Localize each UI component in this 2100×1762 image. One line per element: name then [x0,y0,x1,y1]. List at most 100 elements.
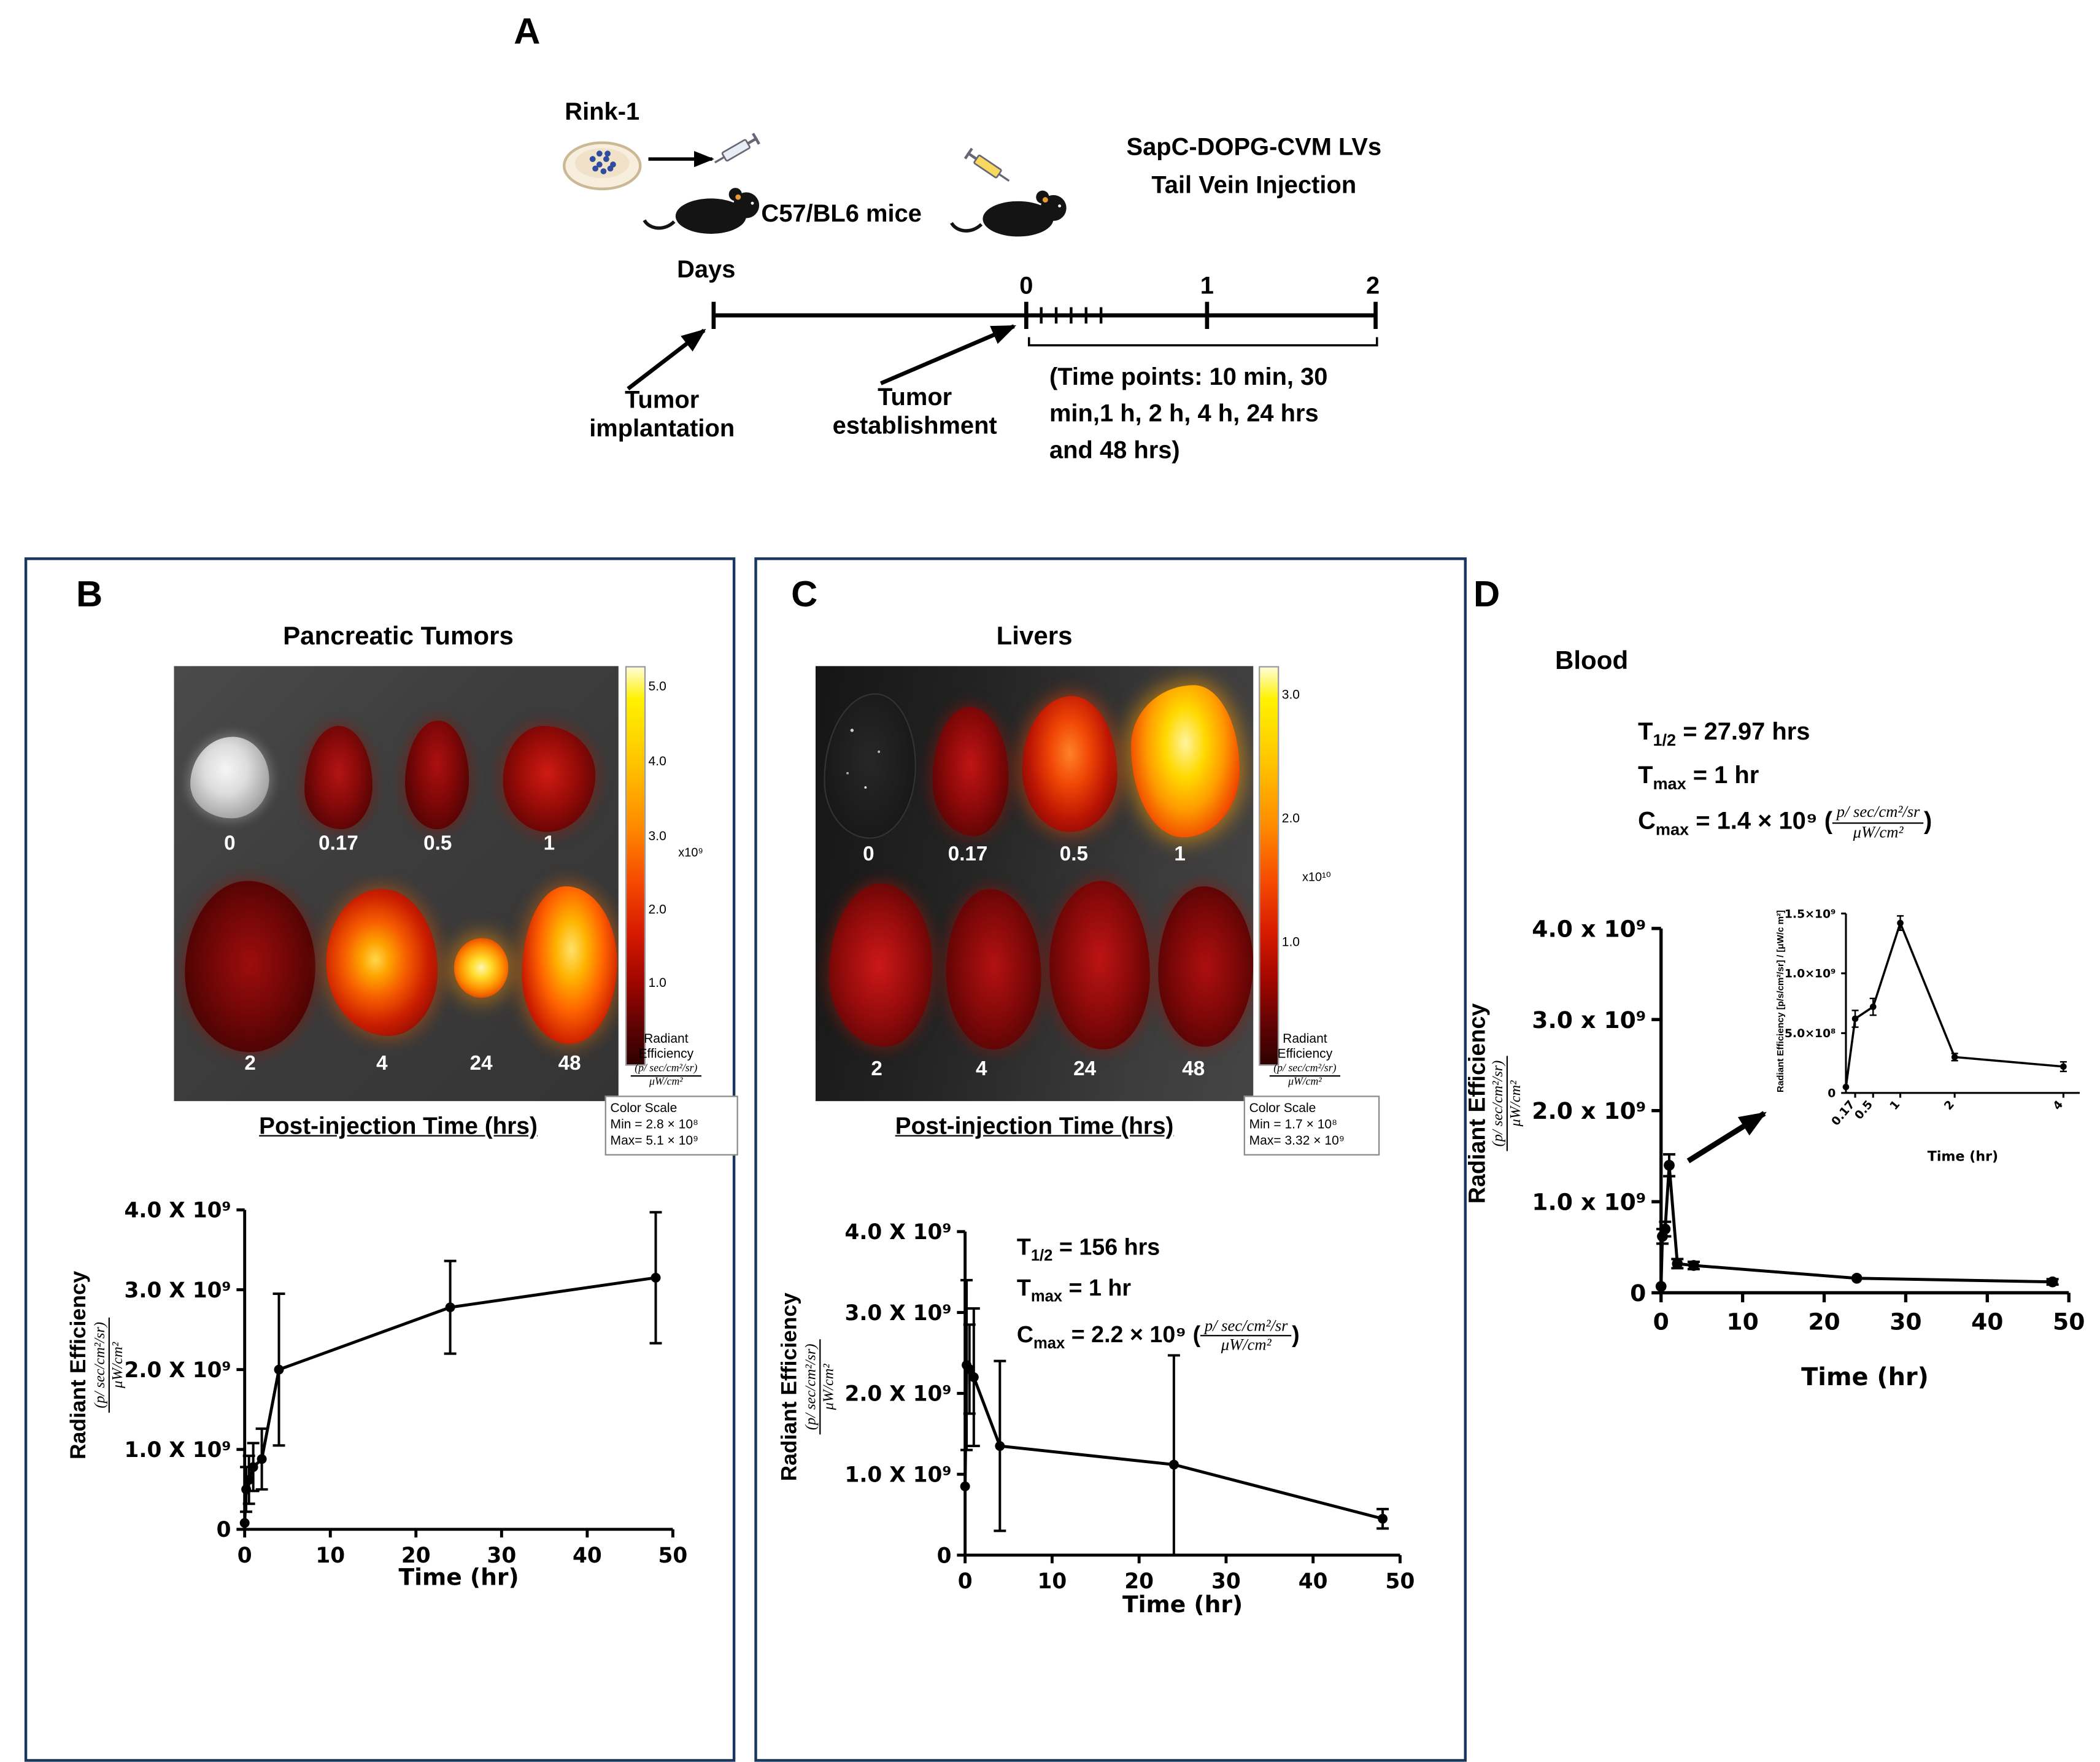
svg-text:5.0×10⁸: 5.0×10⁸ [1785,1027,1836,1040]
colorbar-tick: 1.0 [648,976,666,991]
colorbar-tick: 4.0 [648,754,666,770]
svg-text:2: 2 [1942,1098,1957,1113]
liver-fluorescence-image: 0 0.17 0.5 1 2 4 24 48 [816,666,1254,1102]
mouse-icon [643,188,760,234]
svg-text:2.0 x 10⁹: 2.0 x 10⁹ [1532,1097,1646,1124]
t-max: Tmax = 1 hr [1016,1275,1132,1307]
svg-text:0: 0 [1630,1280,1646,1307]
liver-pk-stats: T1/2 = 156 hrs Tmax = 1 hr Cmax = 2.2 × … [1017,1234,1424,1366]
svg-text:50: 50 [658,1544,688,1568]
panel-c-title: Livers [996,622,1073,651]
panel-b-label: B [76,573,103,615]
time-label: 4 [975,1057,987,1081]
tumor-organ-0h [190,736,269,819]
colorbar-tick: 2.0 [1281,811,1300,827]
svg-text:0: 0 [237,1544,252,1568]
svg-text:2.0 X 10⁹: 2.0 X 10⁹ [125,1358,231,1383]
time-label: 24 [469,1052,493,1076]
t-half: T1/2 = 27.97 hrs [1638,717,1810,750]
colorbar-tick: 1.0 [1281,935,1300,951]
svg-text:3.0 X 10⁹: 3.0 X 10⁹ [125,1278,231,1303]
svg-text:40: 40 [1299,1569,1328,1594]
syringe-icon [963,147,1010,182]
colorbar-tick: 3.0 [648,829,666,844]
svg-text:4: 4 [2051,1098,2066,1113]
svg-text:50: 50 [1386,1569,1415,1594]
svg-text:3.0 X 10⁹: 3.0 X 10⁹ [845,1301,952,1326]
mouse-model-label: C57/BL6 mice [761,199,922,227]
svg-text:4.0 X 10⁹: 4.0 X 10⁹ [125,1199,231,1223]
svg-text:Time (hr): Time (hr) [1801,1363,1929,1391]
time-label: 0 [224,832,236,856]
tumor-organ-48h [522,886,617,1045]
timepoints-note: (Time points: 10 min, 30 min,1 h, 2 h, 4… [1049,363,1328,464]
tumor-organ-0.5h [405,720,469,830]
svg-text:10: 10 [315,1544,345,1568]
time-label: 1 [1174,843,1186,866]
time-label: 0.5 [1059,843,1088,866]
tumor-organ-1h [503,725,596,832]
image-axis-label: Post-injection Time (hrs) [895,1111,1174,1140]
mouse-icon [952,191,1067,237]
inset-ylabel: Radiant Efficiency [p/s/cm²/sr] / [μW/c … [1776,910,1786,1092]
svg-text:3.0 x 10⁹: 3.0 x 10⁹ [1532,1007,1646,1034]
color-scale-box: Color Scale Min = 1.7 × 10⁸ Max= 3.32 × … [1243,1095,1380,1155]
svg-text:1.0 X 10⁹: 1.0 X 10⁹ [125,1438,231,1463]
tumor-fluorescence-image: 0 0.17 0.5 1 2 4 24 48 [174,666,619,1102]
time-label: 24 [1073,1057,1097,1081]
event-tumor-establishment: Tumor establishment [832,383,997,439]
time-label: 2 [244,1052,256,1076]
liver-organ-4h [946,889,1041,1049]
colorbar-multiplier: x10⁹ [678,845,703,859]
liver-organ-24h [1049,881,1150,1049]
time-label: 48 [1182,1057,1205,1081]
colorbar [1259,666,1280,1066]
svg-text:1.0 x 10⁹: 1.0 x 10⁹ [1532,1189,1646,1216]
svg-text:0: 0 [217,1518,231,1542]
colorbar-legend: Radiant Efficiency (p/ sec/cm²/sr) μW/cm… [1234,1032,1375,1088]
time-label: 4 [376,1052,388,1076]
svg-text:40: 40 [573,1544,602,1568]
svg-text:0: 0 [1828,1088,1836,1100]
liver-organ-0h [824,693,916,839]
svg-text:Time (hr): Time (hr) [398,1564,519,1591]
time-label: 48 [558,1052,581,1076]
svg-text:2.0 X 10⁹: 2.0 X 10⁹ [845,1382,952,1407]
arrow-icon [627,328,706,391]
panel-a-label: A [514,10,541,52]
event-tumor-implantation: Tumor implantation [589,386,735,442]
svg-text:Time (hr): Time (hr) [1122,1591,1243,1618]
day-tick-2: 2 [1366,271,1380,299]
liver-organ-48h [1158,886,1254,1047]
t-half: T1/2 = 156 hrs [1016,1234,1160,1265]
syringe-icon [714,133,760,164]
colorbar-tick: 2.0 [648,902,666,918]
time-label: 0.17 [948,843,988,866]
injection-title-2: Tail Vein Injection [1151,171,1357,199]
svg-text:10: 10 [1038,1569,1067,1594]
image-axis-label: Post-injection Time (hrs) [259,1111,538,1140]
liver-uptake-chart: 0 1.0 X 10⁹ 2.0 X 10⁹ 3.0 X 10⁹ 4.0 X 10⁹ 0 10… [845,1220,1415,1618]
liver-organ-2h [829,883,933,1047]
arrow-icon [880,324,1017,385]
bracket [1027,337,1378,347]
time-label: 0.5 [423,832,452,856]
svg-text:0.5: 0.5 [1853,1098,1876,1122]
time-label: 1 [543,832,555,856]
svg-text:1.0 X 10⁹: 1.0 X 10⁹ [845,1463,952,1488]
panel-d-title: Blood [1554,647,1629,676]
svg-text:1: 1 [1888,1098,1903,1113]
svg-text:0: 0 [937,1544,952,1568]
svg-text:4.0 X 10⁹: 4.0 X 10⁹ [845,1220,952,1245]
svg-text:30: 30 [487,1544,516,1568]
colorbar-tick: 5.0 [648,679,666,695]
petri-dish-icon [563,141,642,191]
tumor-organ-4h [326,889,438,1036]
svg-text:Time (hr): Time (hr) [1928,1149,1998,1165]
panel-a-diagram [563,133,1378,391]
svg-text:40: 40 [1971,1308,2003,1335]
day-tick-0: 0 [1019,271,1033,299]
time-label: 2 [871,1057,882,1081]
